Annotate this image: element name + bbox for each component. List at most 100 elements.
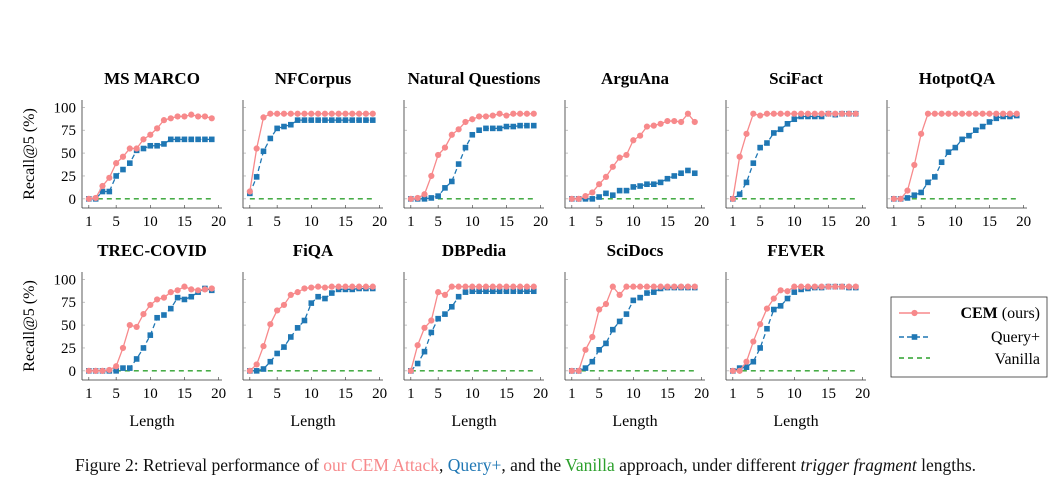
data-point-query-plus — [979, 123, 986, 130]
data-point-cem — [208, 285, 215, 292]
data-point-query-plus — [167, 305, 174, 312]
data-point-cem — [342, 110, 349, 117]
caption-sep1: , — [438, 455, 448, 475]
x-tick-label: 20 — [694, 386, 709, 402]
series-line-query-plus — [893, 114, 1017, 200]
data-point-query-plus — [966, 132, 972, 139]
data-point-cem — [315, 110, 322, 117]
subplot-title: NFCorpus — [275, 69, 352, 88]
data-point-query-plus — [414, 360, 421, 367]
data-point-query-plus — [294, 325, 301, 331]
data-point-query-plus — [932, 174, 938, 180]
data-point-query-plus — [616, 187, 623, 194]
data-point-query-plus — [274, 125, 280, 132]
x-tick-label: 20 — [372, 214, 387, 230]
data-point-query-plus — [308, 117, 315, 123]
data-point-query-plus — [253, 368, 260, 374]
data-point-cem — [85, 195, 92, 202]
data-point-query-plus — [435, 315, 441, 322]
data-point-query-plus — [736, 191, 743, 198]
data-point-query-plus — [421, 348, 428, 355]
series-line-cem — [249, 113, 373, 192]
data-point-cem — [496, 110, 503, 117]
data-point-query-plus — [530, 288, 537, 295]
data-point-query-plus — [449, 178, 455, 185]
data-point-query-plus — [195, 136, 201, 143]
data-point-cem — [630, 137, 637, 144]
data-point-cem — [448, 283, 455, 290]
data-point-cem — [616, 154, 623, 161]
data-point-cem — [845, 283, 853, 290]
data-point-query-plus — [524, 122, 530, 129]
data-point-cem — [469, 116, 476, 123]
data-point-cem — [280, 110, 288, 117]
data-point-cem — [407, 195, 414, 202]
data-point-query-plus — [610, 326, 616, 333]
data-point-cem — [650, 122, 657, 129]
data-point-cem — [637, 283, 644, 290]
data-point-query-plus — [174, 294, 181, 301]
data-point-cem — [462, 283, 469, 290]
data-point-query-plus — [750, 160, 757, 166]
data-point-query-plus — [510, 288, 517, 295]
data-point-cem — [301, 110, 308, 117]
data-point-cem — [582, 193, 589, 200]
data-point-cem — [798, 283, 805, 290]
data-point-query-plus — [925, 179, 931, 186]
data-point-cem — [671, 283, 678, 290]
data-point-cem — [729, 367, 736, 374]
data-point-query-plus — [596, 194, 602, 200]
y-tick-label: 25 — [61, 169, 76, 185]
subplot-title: SciDocs — [607, 241, 664, 260]
legend: CEM (ours) Query+ Vanilla — [890, 296, 1048, 378]
data-point-cem — [362, 283, 370, 290]
x-tick-label: 15 — [338, 386, 353, 402]
data-point-query-plus — [356, 117, 362, 123]
data-point-cem — [979, 110, 986, 117]
data-point-cem — [784, 110, 791, 117]
data-point-cem — [530, 110, 537, 117]
caption-cem: our CEM Attack — [323, 455, 439, 475]
data-point-cem — [335, 110, 342, 117]
data-point-query-plus — [671, 173, 678, 179]
data-point-query-plus — [791, 289, 798, 295]
data-point-cem — [691, 118, 698, 126]
subplot-title: HotpotQA — [919, 69, 996, 88]
x-tick-label: 20 — [855, 386, 870, 402]
subplot-title: FiQA — [293, 241, 334, 260]
legend-marker-query — [911, 334, 918, 340]
data-point-query-plus — [253, 174, 260, 180]
data-point-cem — [637, 132, 644, 139]
data-point-query-plus — [328, 117, 335, 123]
data-point-query-plus — [496, 288, 503, 295]
x-axis-label: Length — [129, 413, 174, 430]
subplot-title: SciFact — [769, 69, 823, 88]
x-axis-label: Length — [773, 413, 818, 430]
data-point-cem — [455, 283, 462, 290]
x-tick-label: 20 — [694, 214, 709, 230]
data-point-cem — [838, 110, 846, 117]
data-point-cem — [763, 110, 771, 117]
data-point-cem — [986, 110, 993, 117]
x-tick-label: 5 — [917, 214, 925, 230]
data-point-query-plus — [764, 325, 770, 332]
data-point-cem — [140, 136, 147, 143]
data-point-query-plus — [99, 188, 106, 195]
data-point-query-plus — [161, 312, 167, 318]
y-tick-label: 50 — [61, 146, 76, 162]
data-point-cem — [253, 145, 260, 152]
data-point-query-plus — [322, 295, 328, 302]
y-tick-label: 25 — [61, 341, 76, 357]
y-tick-label: 100 — [54, 272, 77, 288]
data-point-query-plus — [267, 135, 274, 142]
data-point-cem — [791, 110, 798, 117]
x-tick-label: 5 — [273, 386, 281, 402]
data-point-query-plus — [986, 119, 993, 125]
x-tick-label: 1 — [246, 386, 254, 402]
data-point-cem — [355, 110, 363, 117]
